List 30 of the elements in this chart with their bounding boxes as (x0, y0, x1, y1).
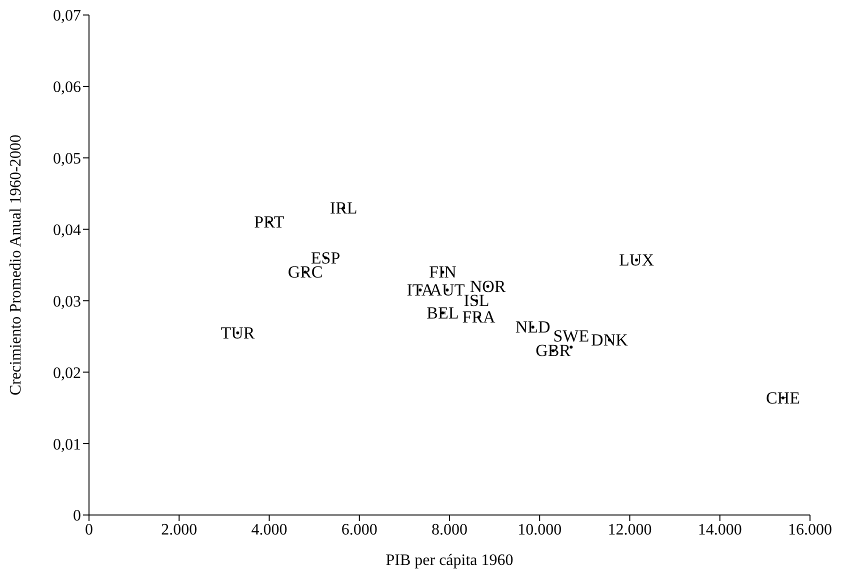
series-label: TUR (220, 323, 256, 342)
series-label: CHE (766, 388, 800, 408)
x-tick-label: 16.000 (788, 521, 832, 538)
y-axis-title: Crecimiento Promedio Anual 1960-2000 (8, 134, 25, 396)
series-label: ITA (406, 280, 434, 300)
series-label: IRL (330, 198, 358, 218)
x-tick-label: 8.000 (432, 521, 468, 538)
y-tick-label: 0,06 (53, 79, 81, 96)
series-label: FRA (462, 308, 496, 327)
series-label: LUX (619, 250, 654, 270)
series-label: BEL (426, 303, 459, 322)
y-tick-label: 0,01 (53, 436, 81, 454)
y-tick-label: 0,05 (53, 150, 81, 168)
x-tick-label: 0 (85, 521, 93, 538)
series-label: FIN (429, 262, 456, 282)
series-label: DNK (591, 330, 629, 350)
x-axis-title: PIB per cápita 1960 (386, 552, 514, 569)
x-tick-label: 2.000 (161, 521, 198, 538)
x-tick-label: 10.000 (518, 521, 562, 538)
series-label: PRT (254, 212, 285, 232)
y-tick-label: 0 (73, 508, 81, 525)
x-tick-label: 14.000 (698, 521, 742, 538)
x-tick-label: 12.000 (608, 521, 652, 538)
series-label: NLD (515, 318, 550, 337)
y-tick-label: 0,03 (53, 293, 81, 310)
x-tick-label: 6.000 (341, 521, 378, 538)
y-tick-label: 0,04 (53, 222, 81, 239)
y-tick-label: 0,02 (53, 364, 81, 382)
x-tick-label: 4.000 (251, 521, 288, 538)
y-tick-label: 0,07 (53, 8, 81, 25)
